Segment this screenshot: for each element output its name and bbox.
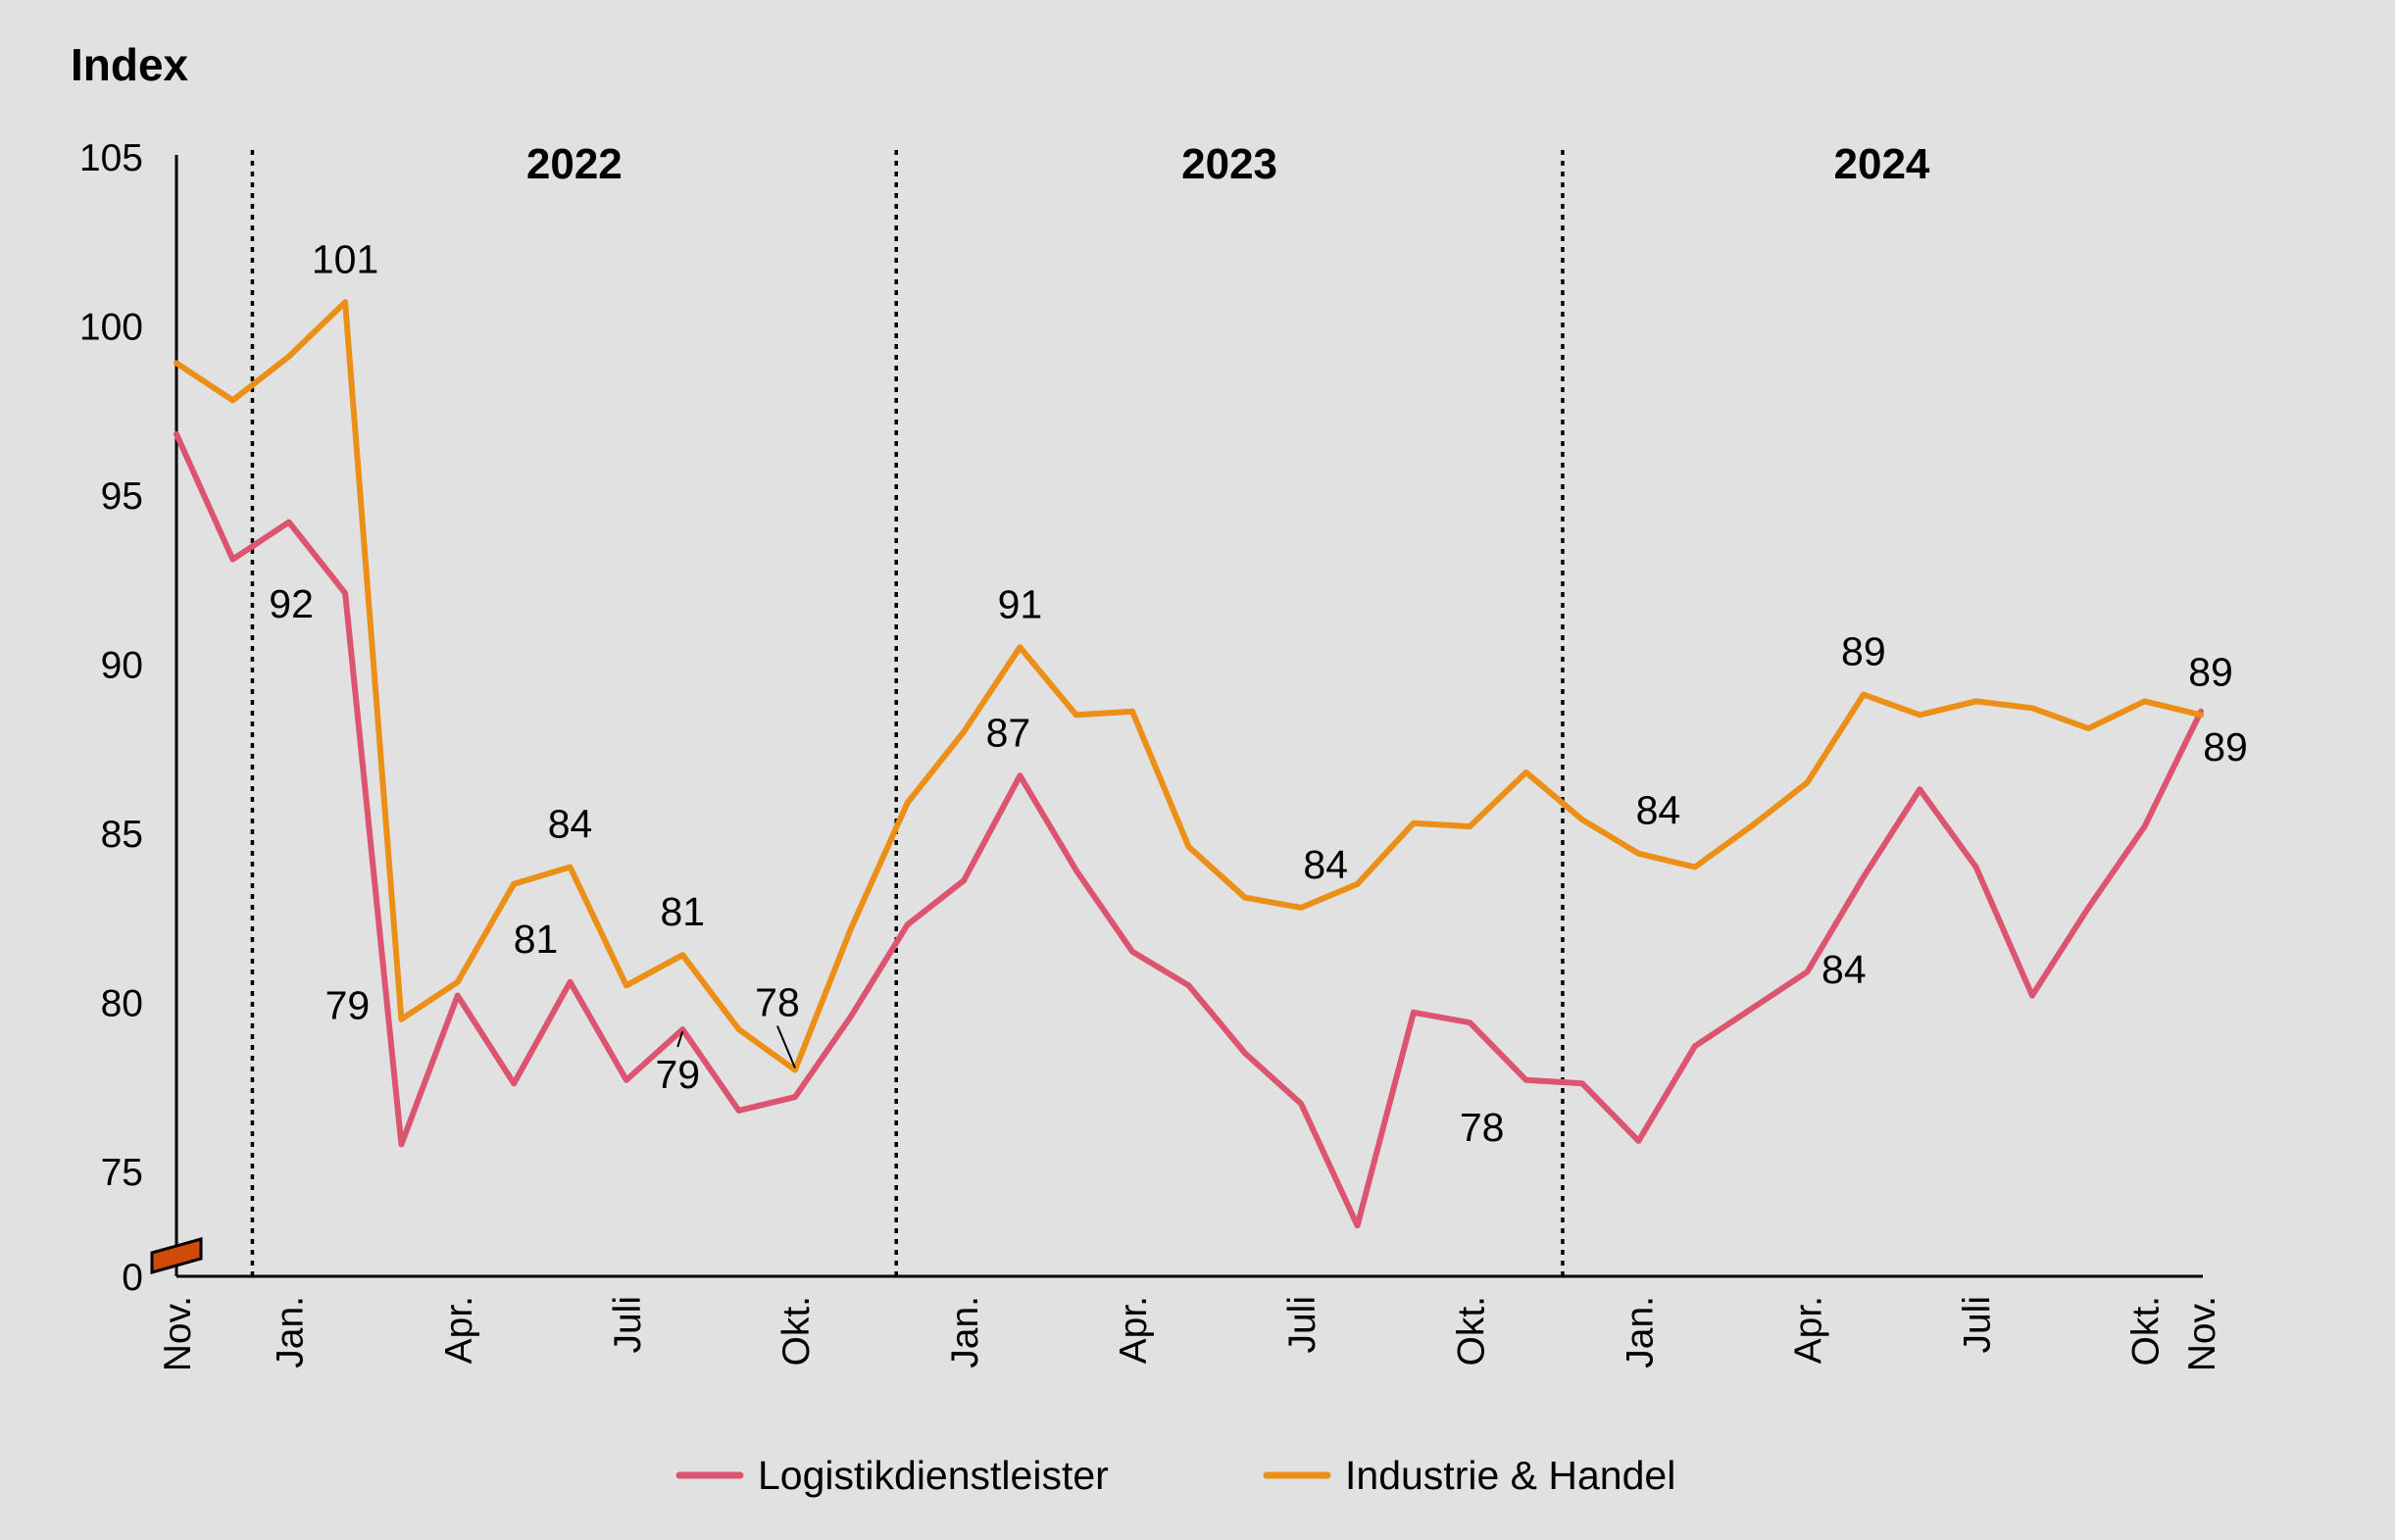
- data-label-leader: [776, 1025, 796, 1068]
- x-axis-ticks: Nov. Jan. Apr. Juli Okt. Jan. Apr. Juli Okt. Jan.…: [157, 1296, 2223, 1371]
- y-tick-label: 90: [101, 645, 143, 687]
- x-tick-label: Apr.: [438, 1296, 480, 1364]
- year-label: 2022: [526, 140, 623, 188]
- x-tick-label: Okt.: [1450, 1296, 1492, 1366]
- y-axis-ticks: 0 75 80 85 90 95 100 105: [79, 137, 143, 1299]
- data-label: 84: [548, 802, 593, 847]
- x-tick-label: Jan.: [944, 1296, 986, 1368]
- legend-label: Industrie & Handel: [1345, 1453, 1675, 1498]
- x-tick-label: Apr.: [1787, 1296, 1829, 1364]
- x-tick-label: Nov.: [2181, 1296, 2223, 1371]
- data-label: 89: [1841, 629, 1886, 674]
- y-tick-label: 105: [79, 137, 143, 179]
- data-label: 92: [269, 581, 314, 626]
- x-tick-label: Nov.: [157, 1296, 199, 1371]
- data-label: 89: [2203, 724, 2248, 770]
- data-label: 81: [660, 889, 705, 934]
- legend-label: Logistikdienstleister: [758, 1453, 1109, 1498]
- x-tick-label: Juli: [1281, 1296, 1323, 1354]
- data-label: 101: [312, 236, 378, 281]
- data-label: 78: [755, 980, 800, 1025]
- y-tick-label: 0: [122, 1257, 143, 1299]
- series-line-industrie-handel: [174, 299, 2204, 1073]
- data-label: 81: [514, 917, 559, 962]
- x-tick-label: Okt.: [2125, 1296, 2168, 1366]
- series-line-logistikdienstleister: [174, 430, 2204, 1229]
- year-label: 2024: [1834, 140, 1930, 188]
- data-label: 84: [1636, 788, 1681, 833]
- year-label: 2023: [1181, 140, 1277, 188]
- x-tick-label: Jan.: [1619, 1296, 1661, 1368]
- data-label: 79: [655, 1052, 700, 1097]
- y-tick-label: 80: [101, 983, 143, 1025]
- x-tick-label: Juli: [1957, 1296, 1999, 1354]
- x-tick-label: Jan.: [270, 1296, 312, 1368]
- x-tick-label: Juli: [607, 1296, 649, 1354]
- y-tick-label: 95: [101, 475, 143, 518]
- y-tick-label: 75: [101, 1152, 143, 1194]
- x-tick-label: Apr.: [1113, 1296, 1155, 1364]
- legend: Logistikdienstleister Industrie & Handel: [675, 1453, 1675, 1498]
- series-lines: [174, 299, 2204, 1229]
- axes: [150, 155, 2203, 1278]
- data-label: 91: [998, 581, 1043, 626]
- data-labels: 92 79 81 79 87 78 84 89 101 84 81 78 91 84 84 89 89: [269, 236, 2248, 1150]
- data-label: 78: [1460, 1105, 1505, 1150]
- x-tick-label: Okt.: [775, 1296, 818, 1366]
- data-label: 84: [1303, 842, 1348, 887]
- data-label: 79: [325, 982, 371, 1027]
- data-label: 84: [1821, 947, 1867, 992]
- data-label-leader: [676, 1030, 684, 1048]
- y-axis-title: Index: [71, 39, 189, 90]
- year-labels: 2022 2023 2024: [526, 140, 1930, 188]
- y-tick-label: 85: [101, 814, 143, 856]
- data-label: 89: [2188, 649, 2233, 694]
- y-tick-label: 100: [79, 307, 143, 349]
- axis-break-marker: [150, 1237, 203, 1274]
- year-dividers: [250, 150, 1565, 1276]
- data-label: 87: [986, 710, 1031, 755]
